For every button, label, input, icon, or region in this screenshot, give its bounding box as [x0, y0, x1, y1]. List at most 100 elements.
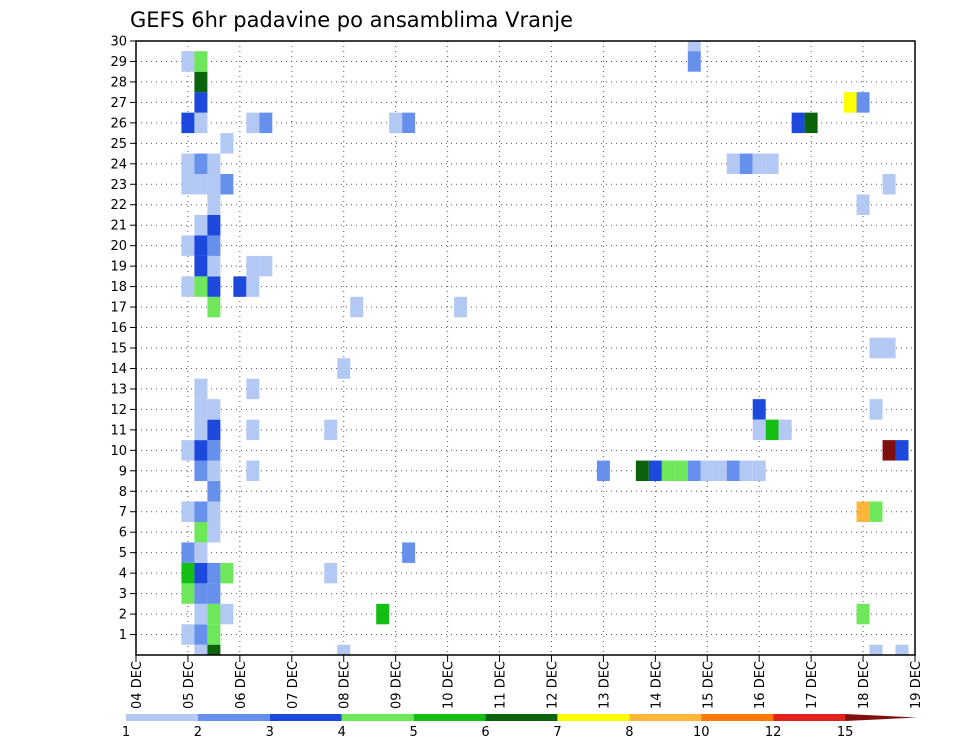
precip-cell: [194, 521, 208, 543]
color-scale-label: 15: [837, 725, 854, 740]
precip-cell: [194, 419, 208, 441]
x-tick-label: 05 DEC: [182, 661, 197, 709]
precip-cell: [207, 501, 221, 522]
precip-cell: [207, 440, 221, 461]
color-scale-segment: [126, 714, 198, 721]
precip-cell: [376, 603, 390, 625]
y-tick-label: 20: [110, 239, 127, 254]
y-tick-label: 29: [110, 55, 127, 70]
x-tick-label: 17 DEC: [805, 661, 820, 709]
color-scale-segment: [269, 714, 342, 721]
y-tick-label: 7: [119, 505, 127, 520]
precip-cell: [181, 174, 195, 195]
precip-cell: [194, 399, 208, 420]
precip-cell: [350, 296, 364, 318]
precip-cell: [765, 419, 779, 441]
y-tick-label: 30: [110, 35, 127, 50]
precip-cell: [207, 255, 221, 277]
precip-cell: [207, 276, 221, 297]
precip-cell: [181, 235, 195, 256]
precip-cell: [687, 51, 701, 72]
color-scale-label: 6: [481, 725, 489, 740]
precip-cell: [194, 562, 208, 584]
precip-cell: [181, 583, 195, 604]
precip-cell: [337, 644, 351, 655]
precip-cell: [194, 378, 208, 400]
color-scale-segment: [845, 714, 917, 721]
precip-cell: [869, 337, 883, 359]
precip-cell: [194, 603, 208, 625]
x-tick-label: 12 DEC: [545, 661, 560, 709]
precip-cell: [207, 174, 221, 195]
precip-cell: [869, 399, 883, 420]
precip-cell: [791, 112, 805, 134]
y-tick-label: 28: [110, 75, 127, 90]
x-tick-label: 16 DEC: [753, 661, 768, 709]
precip-cell: [726, 460, 740, 482]
precip-cell: [687, 41, 701, 52]
precip-cell: [181, 112, 195, 134]
precip-cell: [194, 644, 208, 655]
precip-cell: [869, 644, 883, 655]
precip-cell: [207, 235, 221, 256]
precip-cell: [220, 562, 234, 584]
y-tick-label: 17: [110, 301, 127, 316]
color-scale-segment: [629, 714, 702, 721]
precip-cell: [739, 153, 753, 175]
x-tick-label: 18 DEC: [857, 661, 872, 709]
precip-cell: [596, 460, 610, 482]
precip-cell: [856, 501, 870, 522]
precip-cell: [194, 71, 208, 93]
y-tick-label: 11: [110, 423, 127, 438]
precip-cell: [752, 460, 766, 482]
y-tick-label: 27: [110, 96, 127, 111]
precip-cell: [856, 603, 870, 625]
precip-cell: [246, 419, 260, 441]
precip-cell: [259, 112, 273, 134]
precip-cell: [207, 460, 221, 482]
precip-cell: [207, 194, 221, 215]
x-tick-label: 14 DEC: [649, 661, 664, 709]
x-tick-label: 13 DEC: [597, 661, 612, 709]
precip-cell: [207, 214, 221, 236]
precip-cell: [181, 51, 195, 72]
precip-cell: [246, 276, 260, 297]
precip-cell: [207, 153, 221, 175]
y-tick-label: 15: [110, 342, 127, 357]
precip-cell: [882, 337, 896, 359]
y-tick-label: 22: [110, 198, 127, 213]
precip-cell: [181, 542, 195, 563]
x-tick-label: 04 DEC: [130, 661, 145, 709]
y-tick-label: 3: [119, 587, 127, 602]
color-scale-segment: [773, 714, 846, 721]
color-scale-label: 10: [693, 725, 710, 740]
precip-cell: [337, 358, 351, 379]
precip-cell: [194, 460, 208, 482]
color-scale-label: 2: [194, 725, 202, 740]
color-scale-segment: [557, 714, 630, 721]
precip-cell: [220, 603, 234, 625]
precip-cell: [181, 440, 195, 461]
precip-cell: [194, 235, 208, 256]
precip-cell: [752, 399, 766, 420]
precip-cell: [207, 644, 221, 655]
precip-cell: [194, 92, 208, 113]
precip-cell: [181, 501, 195, 522]
color-scale-segment: [413, 714, 486, 721]
precip-cell: [259, 255, 273, 277]
x-tick-label: 10 DEC: [442, 661, 457, 709]
precip-cell: [194, 174, 208, 195]
precip-cell: [181, 276, 195, 297]
precip-cell: [454, 296, 468, 318]
precip-cell: [181, 153, 195, 175]
precip-cell: [207, 399, 221, 420]
precip-cell: [207, 481, 221, 502]
precip-cell: [402, 112, 416, 134]
y-tick-label: 8: [119, 485, 127, 500]
precip-cell: [181, 562, 195, 584]
color-scale-segment: [701, 714, 774, 721]
precip-cell: [194, 214, 208, 236]
precip-cell: [207, 562, 221, 584]
precip-cell: [220, 133, 234, 154]
precip-cell: [713, 460, 727, 482]
